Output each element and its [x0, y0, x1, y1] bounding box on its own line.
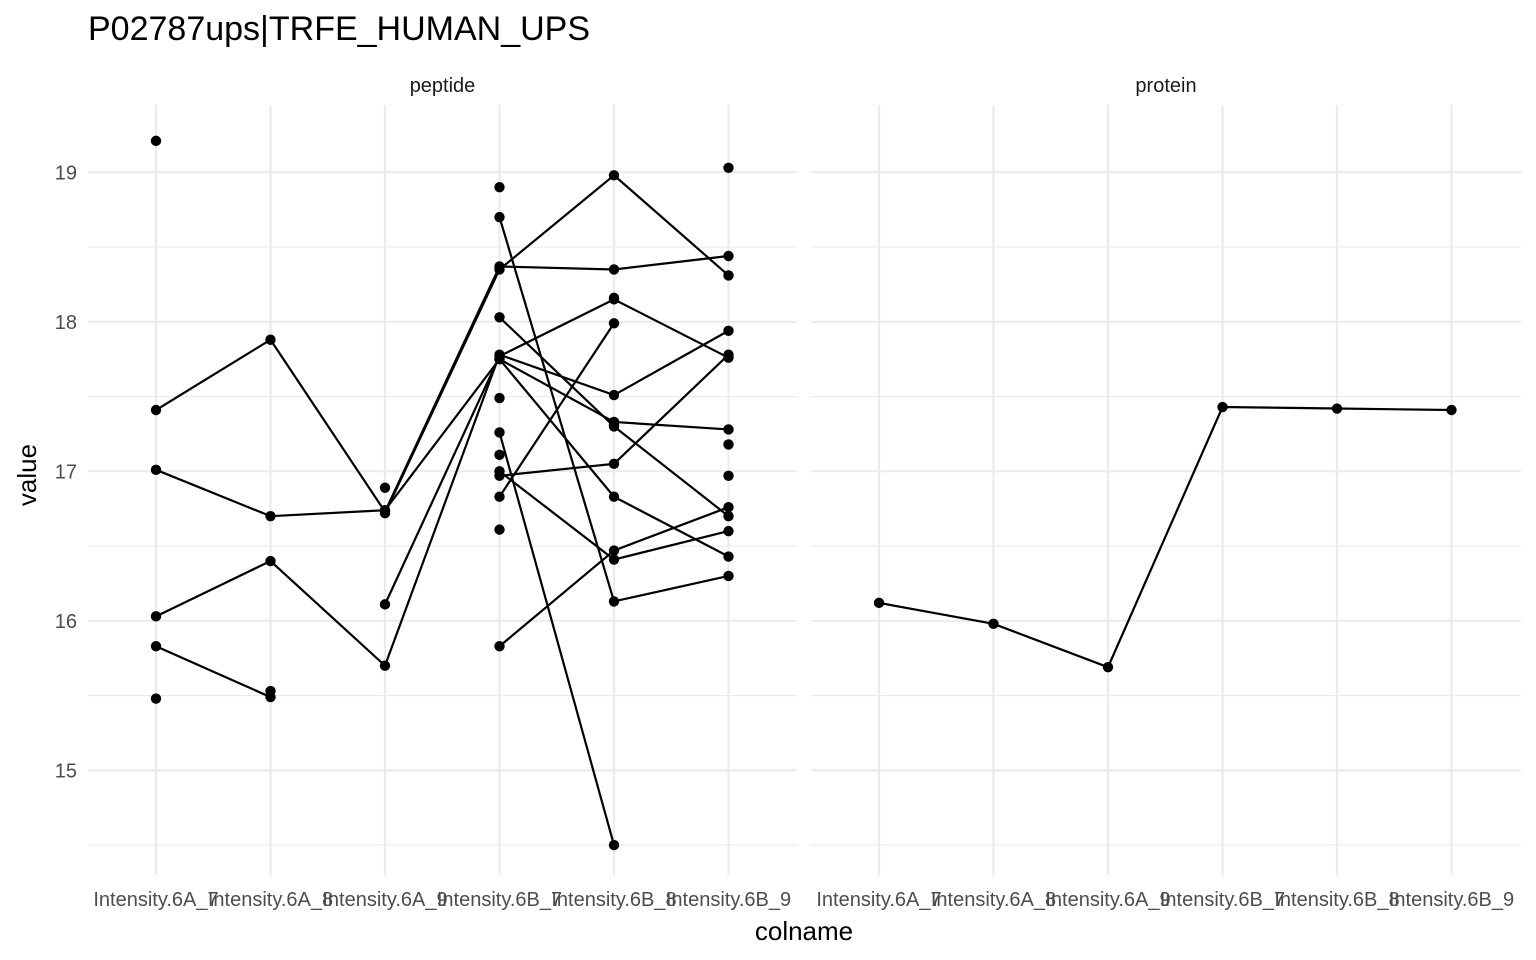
data-point: [723, 162, 734, 173]
data-point: [1446, 404, 1457, 416]
data-point: [494, 264, 505, 275]
y-tick-label: 15: [55, 760, 77, 782]
panel-peptide: peptideIntensity.6A_7Intensity.6A_8Inten…: [88, 75, 797, 911]
data-point: [494, 353, 505, 365]
x-tick-label: Intensity.6A_9: [322, 889, 447, 911]
chart-title: P02787ups|TRFE_HUMAN_UPS: [88, 10, 590, 48]
data-point: [608, 596, 620, 607]
series-line: [155, 645, 271, 699]
data-point: [494, 641, 505, 652]
x-tick-label: Intensity.6B_9: [1389, 889, 1514, 911]
y-tick-label: 17: [55, 461, 77, 483]
data-point: [494, 211, 505, 223]
data-point: [265, 555, 276, 567]
data-point: [494, 524, 505, 535]
data-point: [494, 449, 505, 461]
data-point: [494, 182, 505, 193]
data-point: [150, 135, 162, 147]
y-tick-label: 16: [55, 611, 77, 633]
data-point: [988, 618, 999, 630]
y-axis: 15 16 17 18 19: [55, 162, 77, 782]
data-point: [873, 597, 885, 609]
y-tick-label: 18: [55, 312, 77, 334]
data-point: [723, 470, 734, 481]
data-point: [723, 325, 734, 336]
y-axis-label: value: [12, 444, 42, 506]
series-line: [155, 329, 730, 668]
data-point: [494, 427, 505, 438]
data-point: [723, 570, 734, 582]
data-point: [723, 439, 734, 450]
data-point: [150, 404, 162, 416]
panel-strip-label: protein: [1135, 75, 1196, 97]
data-point: [494, 312, 505, 323]
data-point: [265, 685, 276, 697]
data-point: [1217, 401, 1228, 413]
data-point: [608, 264, 620, 275]
data-point: [379, 482, 391, 493]
data-point: [723, 250, 734, 262]
series-line: [498, 432, 616, 846]
data-point: [723, 525, 734, 537]
x-axis-label: colname: [755, 916, 853, 946]
data-point: [723, 510, 734, 522]
x-tick-label: Intensity.6B_8: [1274, 889, 1399, 911]
data-point: [379, 599, 391, 610]
data-point: [608, 545, 620, 556]
x-tick-label: Intensity.6B_7: [1160, 889, 1285, 911]
data-point: [608, 491, 620, 502]
x-tick-label: Intensity.6B_7: [437, 889, 562, 911]
x-tick-label: Intensity.6B_8: [551, 889, 676, 911]
data-point: [379, 660, 391, 671]
data-point: [265, 334, 276, 345]
data-point: [150, 641, 162, 652]
data-point: [723, 349, 734, 360]
data-point: [723, 270, 734, 281]
x-tick-label: Intensity.6A_8: [208, 889, 333, 911]
series-line: [384, 298, 729, 605]
data-point: [608, 839, 620, 851]
data-point: [608, 389, 620, 401]
x-tick-label: Intensity.6A_8: [931, 889, 1056, 911]
data-point: [608, 419, 620, 431]
data-point: [723, 551, 734, 562]
y-tick-label: 19: [55, 162, 77, 184]
data-point: [608, 170, 620, 181]
x-tick-label: Intensity.6B_9: [666, 889, 791, 911]
series-line: [155, 254, 729, 514]
series-line: [155, 357, 730, 558]
data-point: [1102, 661, 1114, 673]
plot-panels: peptideIntensity.6A_7Intensity.6A_8Inten…: [88, 75, 1521, 911]
series-line: [878, 405, 1452, 669]
data-point: [150, 464, 162, 476]
data-point: [494, 466, 505, 477]
data-point: [723, 501, 734, 513]
data-point: [608, 292, 620, 304]
data-point: [265, 510, 276, 522]
data-point: [608, 318, 620, 329]
series-line: [498, 322, 615, 498]
x-tick-label: Intensity.6A_9: [1045, 889, 1170, 911]
data-point: [150, 611, 162, 622]
panel-protein: proteinIntensity.6A_7Intensity.6A_8Inten…: [811, 75, 1521, 911]
data-point: [379, 507, 391, 519]
data-point: [150, 693, 162, 704]
data-point: [608, 458, 620, 470]
data-point: [494, 491, 505, 502]
data-point: [723, 424, 734, 435]
x-tick-label: Intensity.6A_7: [93, 889, 218, 911]
data-point: [1331, 403, 1343, 414]
x-tick-label: Intensity.6A_7: [816, 889, 941, 911]
data-point: [608, 554, 620, 565]
panel-strip-label: peptide: [410, 75, 476, 97]
series-line: [384, 173, 730, 514]
data-point: [494, 392, 505, 404]
